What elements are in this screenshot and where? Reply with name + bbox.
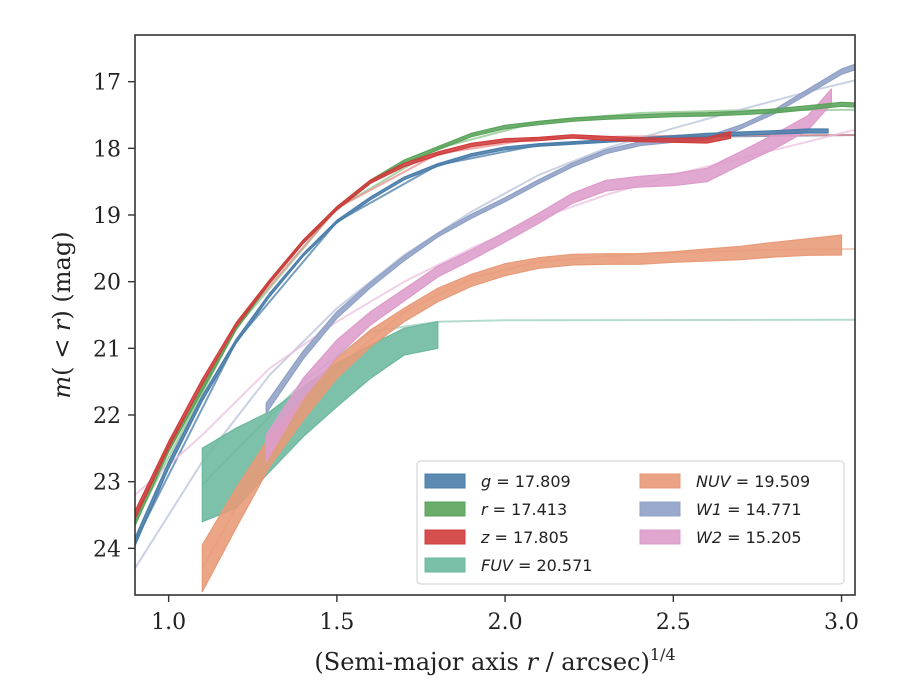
legend-label-g: g = 17.809 [481, 472, 571, 491]
legend-swatch-g [424, 473, 466, 489]
legend-swatch-w1 [639, 501, 681, 517]
series-layer [135, 63, 855, 593]
x-tick-label: 2.5 [656, 610, 691, 635]
legend-label-z: z = 17.805 [480, 528, 569, 547]
y-tick-label: 20 [93, 271, 121, 296]
legend-swatch-nuv [639, 473, 681, 489]
ticks-layer: 1.0 1.5 2.0 2.5 3.0 17 18 19 20 21 22 23 24 [93, 71, 859, 635]
legend-swatch-fuv [424, 557, 466, 573]
y-tick-label: 22 [93, 404, 121, 429]
series-band-z [135, 131, 732, 520]
legend-label-nuv: NUV = 19.509 [696, 472, 810, 491]
legend-label-fuv: FUV = 20.571 [481, 556, 592, 575]
series-band-nuv [201, 234, 843, 593]
y-tick-label: 21 [93, 337, 121, 362]
legend: g = 17.809 r = 17.413 z = 17.805 FUV = 20.5… [416, 460, 845, 585]
model-curve-w1 [135, 79, 855, 569]
legend-label-w2: W2 = 15.205 [696, 528, 802, 547]
legend-swatch-w2 [639, 529, 681, 545]
x-tick-label: 1.0 [151, 610, 186, 635]
plot-frame [134, 34, 856, 596]
y-tick-label: 23 [93, 471, 121, 496]
model-curve-r [135, 108, 855, 523]
legend-label-r: r = 17.413 [481, 500, 567, 519]
y-tick-label: 18 [93, 137, 121, 162]
x-tick-label: 3.0 [824, 610, 859, 635]
series-band-g [135, 128, 829, 547]
legend-label-w1: W1 = 14.771 [696, 500, 802, 519]
x-axis-label: (Semi-major axis r / arcsec)1/4 [314, 645, 675, 676]
series-band-w1 [265, 63, 855, 414]
legend-swatch-r [424, 501, 466, 517]
legend-swatch-z [424, 529, 466, 545]
y-tick-label: 17 [93, 71, 121, 96]
x-tick-label: 2.0 [488, 610, 523, 635]
x-tick-label: 1.5 [319, 610, 354, 635]
legend-box [416, 460, 845, 585]
y-tick-label: 19 [93, 204, 121, 229]
y-axis-label: m( < r) (mag) [48, 231, 76, 398]
y-tick-label: 24 [93, 537, 121, 562]
